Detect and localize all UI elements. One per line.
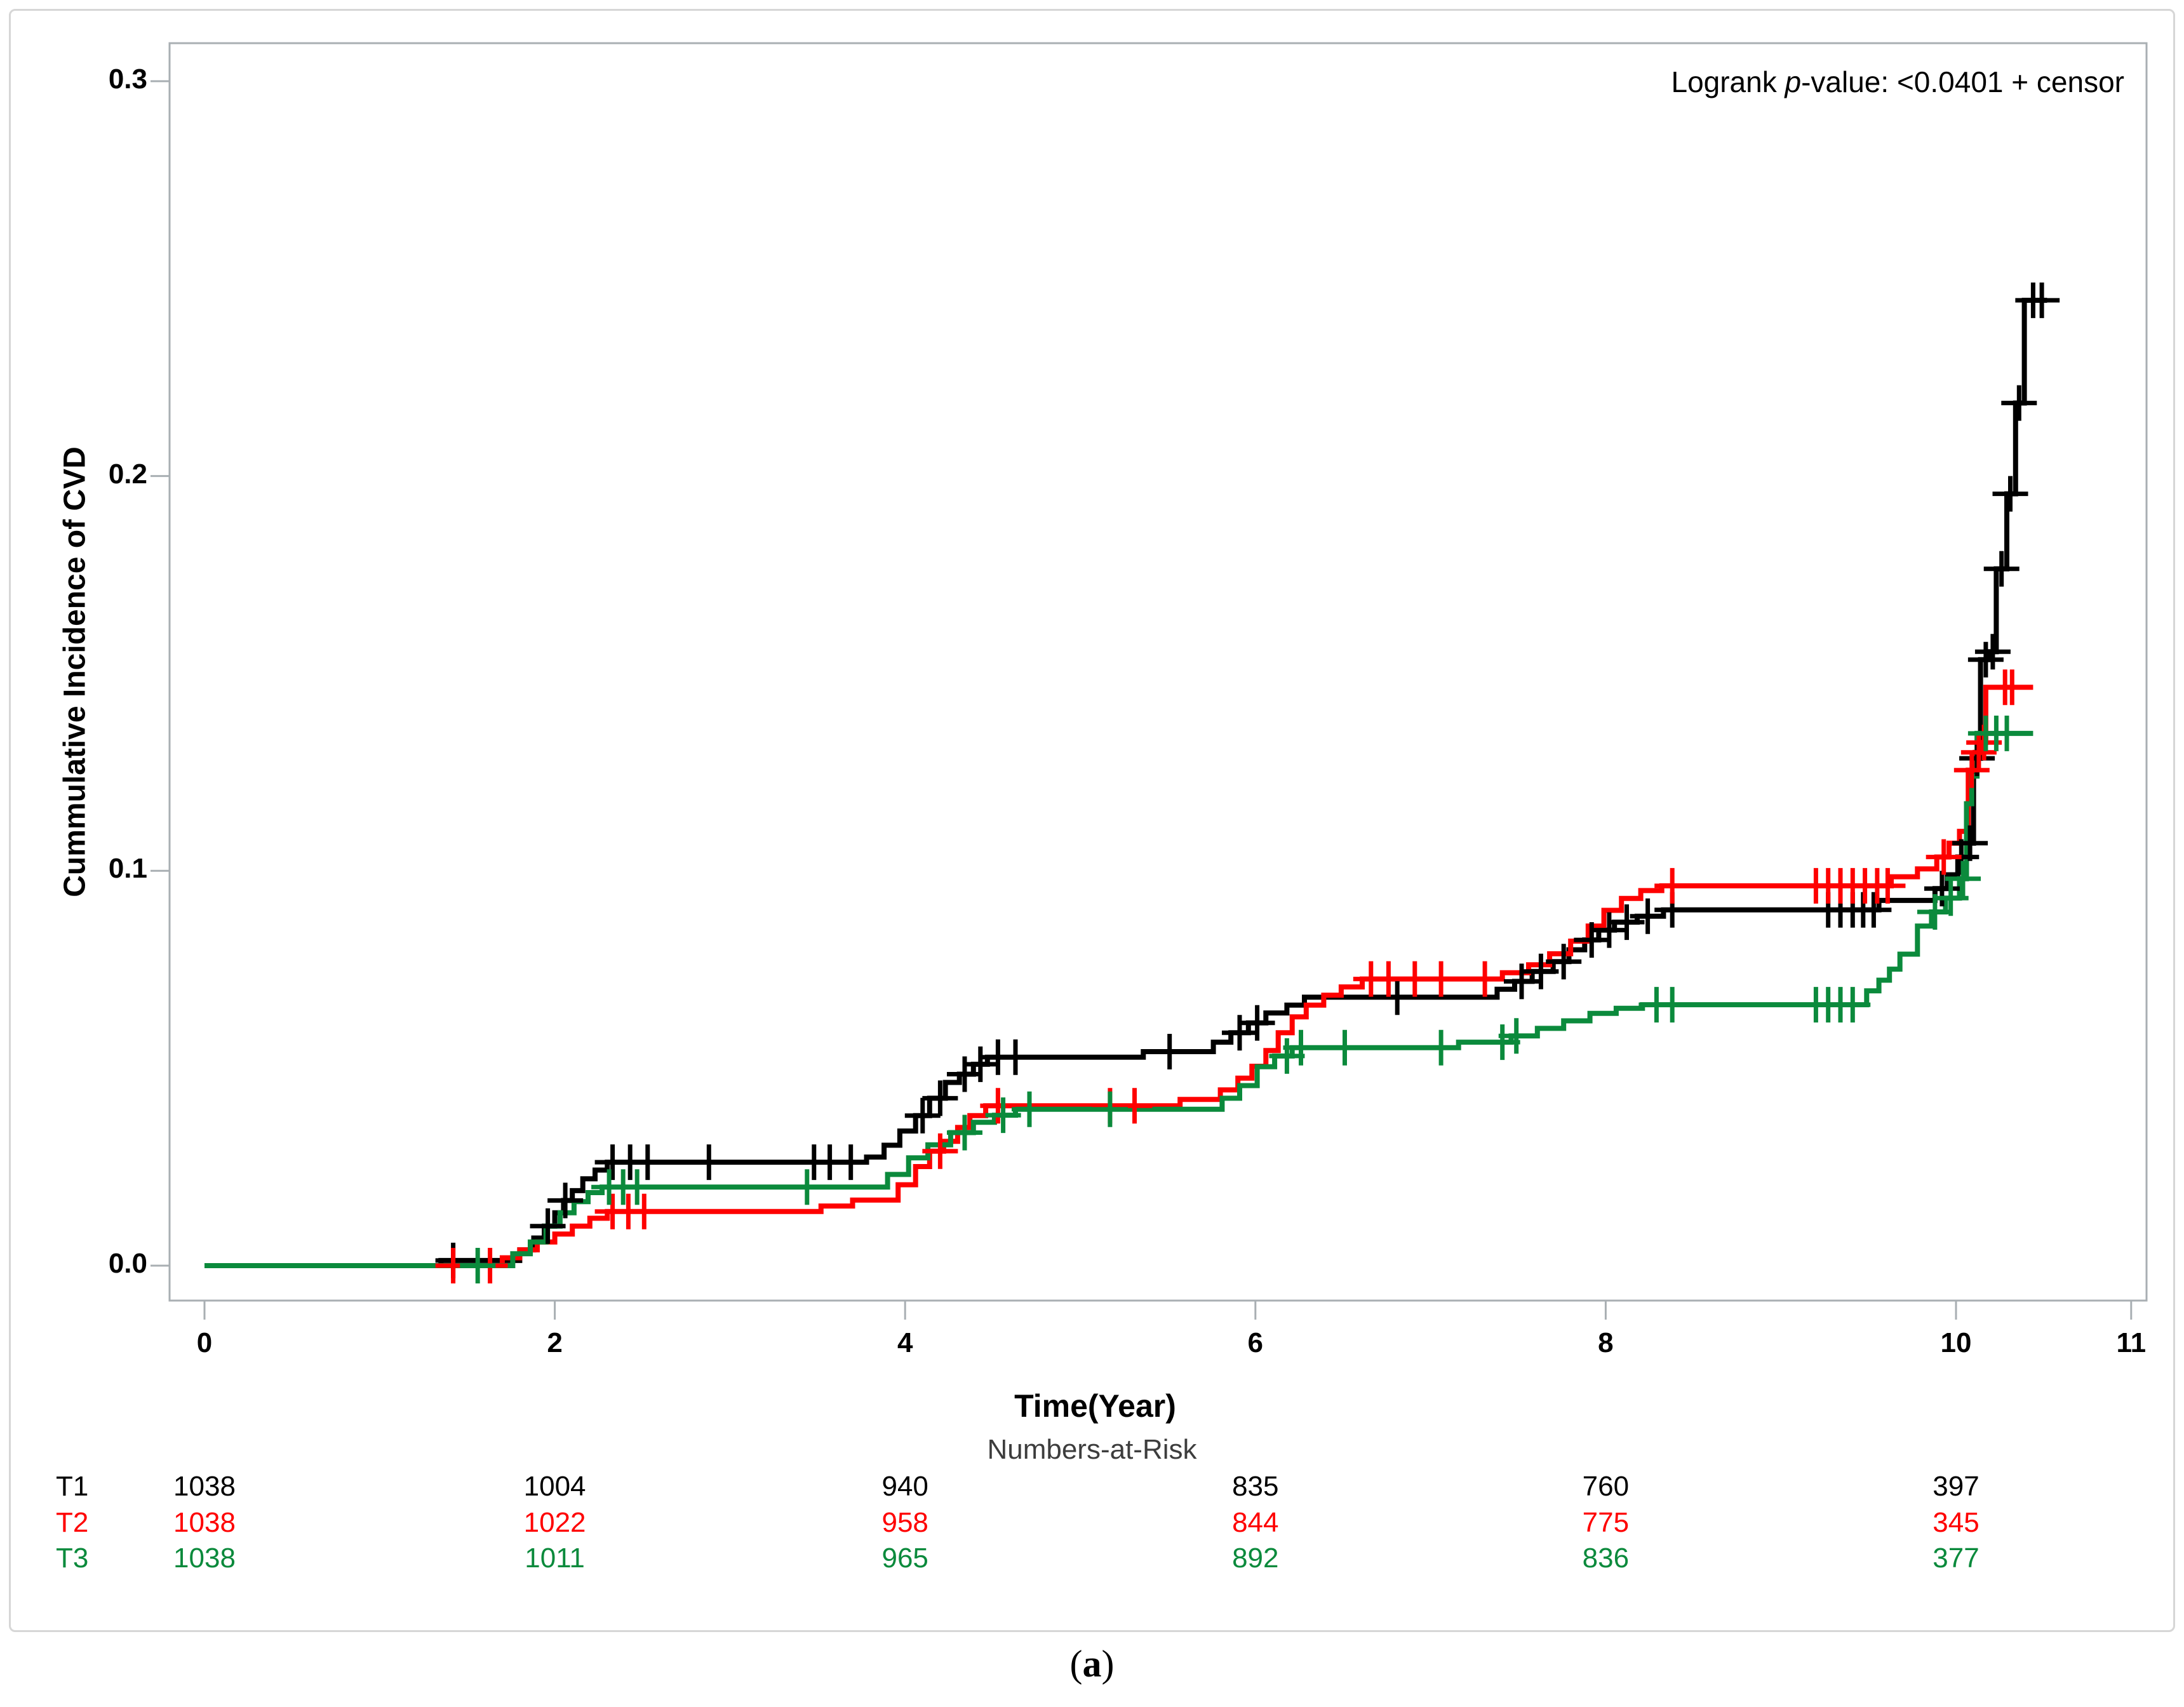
risk-value: 1004 xyxy=(523,1471,586,1502)
figure-caption: (a) xyxy=(0,1642,2184,1686)
figure-border xyxy=(9,9,2175,1632)
risk-row-label-T2: T2 xyxy=(56,1507,89,1538)
risk-value: 397 xyxy=(1933,1471,1980,1502)
risk-value: 1038 xyxy=(173,1543,236,1574)
censor-marks-T3 xyxy=(460,715,2025,1283)
y-tick-label: 0.3 xyxy=(108,63,147,95)
censor-marks-T1 xyxy=(435,282,2060,1278)
risk-value: 835 xyxy=(1232,1471,1279,1502)
caption-open-paren: ( xyxy=(1069,1643,1083,1685)
x-tick-label: 11 xyxy=(2116,1327,2147,1358)
plot-panel-frame xyxy=(168,42,2148,1302)
x-axis-title: Time(Year) xyxy=(1014,1388,1176,1424)
y-axis-title: Cummulative Incidence of CVD xyxy=(58,446,92,897)
logrank-annotation-suffix: -value: <0.0401 + censor xyxy=(1801,65,2124,98)
risk-value: 965 xyxy=(881,1543,928,1574)
risk-value: 958 xyxy=(881,1507,928,1538)
caption-close-paren: ) xyxy=(1101,1643,1115,1685)
risk-value: 844 xyxy=(1232,1507,1279,1538)
risk-row-label-T3: T3 xyxy=(56,1543,89,1574)
risk-value: 836 xyxy=(1582,1543,1630,1574)
risk-value: 940 xyxy=(881,1471,928,1502)
x-tick-label: 0 xyxy=(196,1327,213,1358)
logrank-annotation-p: p xyxy=(1785,65,1802,98)
risk-value: 892 xyxy=(1232,1543,1279,1574)
x-tick-label: 6 xyxy=(1247,1327,1264,1358)
x-tick-label: 2 xyxy=(547,1327,563,1358)
caption-letter: a xyxy=(1082,1643,1102,1685)
logrank-annotation: Logrank p-value: <0.0401 + censor xyxy=(1671,65,2124,99)
survival-curve-T3 xyxy=(204,730,2033,1268)
y-tick-label: 0.2 xyxy=(108,458,147,490)
risk-value: 345 xyxy=(1933,1507,1980,1538)
risk-value: 377 xyxy=(1933,1543,1980,1574)
censor-marks-T2 xyxy=(435,669,2030,1283)
risk-value: 1011 xyxy=(525,1543,585,1574)
survival-curve-T1 xyxy=(204,297,2047,1268)
x-tick-label: 4 xyxy=(897,1327,913,1358)
x-tick-label: 10 xyxy=(1940,1327,1972,1358)
risk-value: 775 xyxy=(1582,1507,1630,1538)
risk-row-label-T1: T1 xyxy=(56,1471,89,1502)
risk-value: 1038 xyxy=(173,1507,236,1538)
y-tick-label: 0.1 xyxy=(108,853,147,885)
risk-value: 760 xyxy=(1582,1471,1630,1502)
x-tick-label: 8 xyxy=(1598,1327,1614,1358)
survival-curve-T2 xyxy=(204,685,2033,1268)
y-tick-label: 0.0 xyxy=(108,1248,147,1279)
logrank-annotation-prefix: Logrank xyxy=(1671,65,1785,98)
numbers-at-risk-title: Numbers-at-Risk xyxy=(987,1434,1197,1465)
risk-value: 1038 xyxy=(173,1471,236,1502)
risk-value: 1022 xyxy=(523,1507,586,1538)
